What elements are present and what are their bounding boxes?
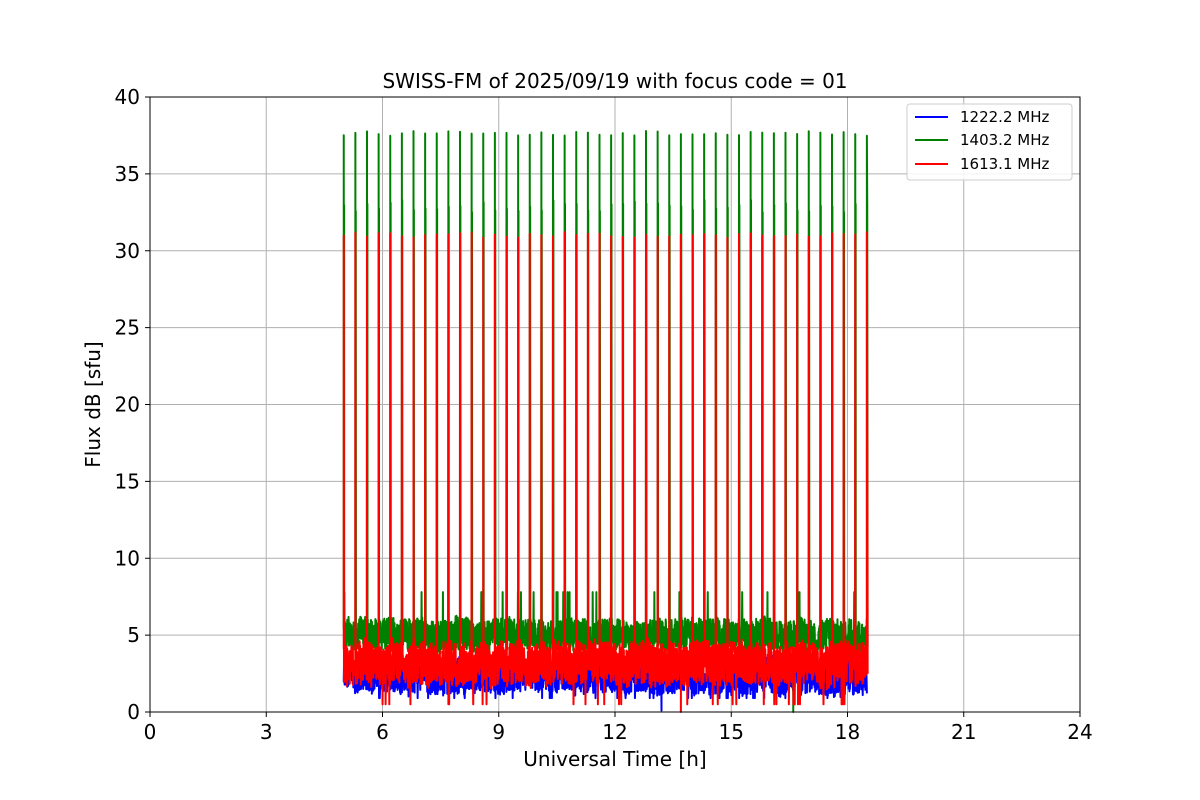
- x-tick-label: 9: [492, 720, 505, 744]
- y-tick-label: 25: [115, 316, 140, 340]
- legend: 1222.2 MHz 1403.2 MHz 1613.1 MHz: [906, 103, 1073, 181]
- series-line-1403-2: [342, 129, 869, 713]
- x-tick-label: 12: [602, 720, 627, 744]
- x-tick-label: 15: [719, 720, 744, 744]
- series-line-1613-1: [342, 231, 869, 713]
- y-tick-label: 5: [127, 623, 140, 647]
- x-tick-label: 24: [1067, 720, 1092, 744]
- y-tick-label: 30: [115, 239, 140, 263]
- legend-label-1403: 1403.2 MHz: [960, 131, 1049, 149]
- y-tick-label: 10: [115, 546, 140, 570]
- ticks: 0 3 6 9 12 15 18 21 24 0 5 10 15 20 25 30 35 40: [115, 85, 1093, 744]
- x-tick-label: 21: [951, 720, 976, 744]
- y-tick-label: 35: [115, 162, 140, 186]
- legend-box: [906, 103, 1073, 181]
- y-tick-label: 20: [115, 393, 140, 417]
- y-tick-label: 0: [127, 700, 140, 724]
- legend-label-1222: 1222.2 MHz: [960, 108, 1049, 126]
- x-axis-label: Universal Time [h]: [523, 747, 706, 771]
- series-layer: [342, 129, 869, 713]
- x-tick-label: 0: [144, 720, 157, 744]
- x-tick-label: 18: [835, 720, 860, 744]
- x-tick-label: 6: [376, 720, 389, 744]
- legend-label-1613: 1613.1 MHz: [960, 155, 1049, 173]
- y-tick-label: 15: [115, 469, 140, 493]
- chart-title: SWISS-FM of 2025/09/19 with focus code =…: [382, 69, 847, 93]
- y-tick-label: 40: [115, 85, 140, 109]
- x-tick-label: 3: [260, 720, 273, 744]
- y-axis-label: Flux dB [sfu]: [81, 341, 105, 467]
